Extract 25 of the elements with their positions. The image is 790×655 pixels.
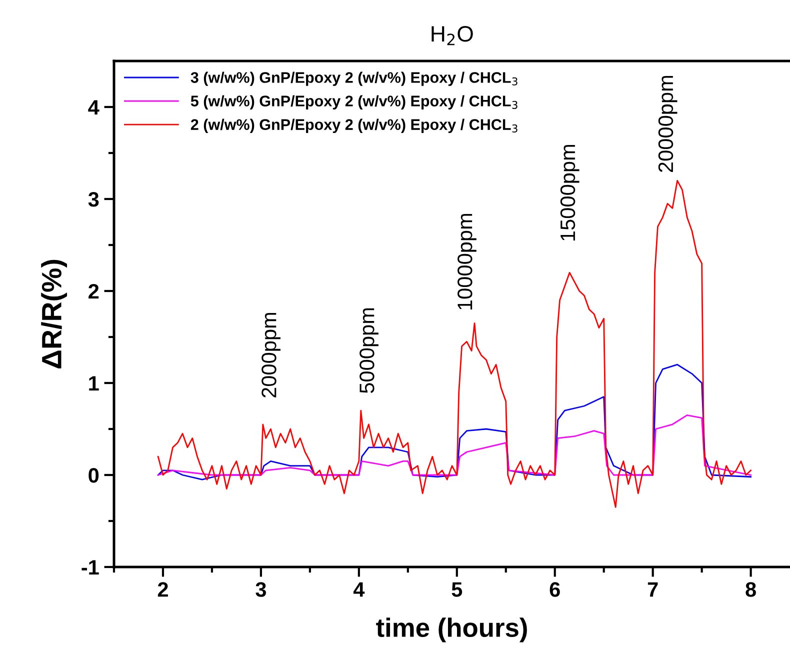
y-tick-label: 4 [88, 100, 100, 115]
line-series [157, 414, 752, 476]
x-tick-label: 5 [452, 582, 462, 597]
x-tick-label: 3 [256, 582, 266, 597]
annotation: 20000ppm [658, 76, 678, 172]
y-tick-label: 2 [88, 284, 99, 299]
y-tick-label: 0 [88, 468, 99, 483]
legend-label: 2 (w/w%) GnP/Epoxy 2 (w/v%) Epoxy / CHCL$_{3}$ [190, 118, 518, 133]
annotation: 10000ppm [458, 214, 476, 310]
y-tick-label: 1 [89, 376, 99, 391]
y-tick-label: -1 [82, 560, 99, 575]
x-tick-label: 2 [158, 582, 168, 597]
chart-title: H$_{2}$O [432, 26, 473, 46]
annotation: 15000ppm [560, 144, 580, 240]
annotation: 5000ppm [360, 308, 378, 394]
x-tick-label: 6 [550, 582, 560, 597]
annotation: 2000ppm [262, 312, 280, 398]
x-tick-label: 8 [746, 582, 756, 597]
legend-label: 5 (w/w%) GnP/Epoxy 2 (w/v%) Epoxy / CHCL$_{3}$ [190, 95, 518, 110]
x-tick-label: 4 [353, 582, 365, 597]
x-axis-title: time (hours) [376, 618, 527, 642]
y-axis-title: ΔR/R(%) [41, 260, 68, 368]
y-tick-label: 3 [88, 192, 99, 207]
x-tick-label: 7 [648, 582, 658, 597]
legend-label: 3 (w/w%) GnP/Epoxy 2 (w/v%) Epoxy / CHCL$_{3}$ [190, 72, 518, 86]
